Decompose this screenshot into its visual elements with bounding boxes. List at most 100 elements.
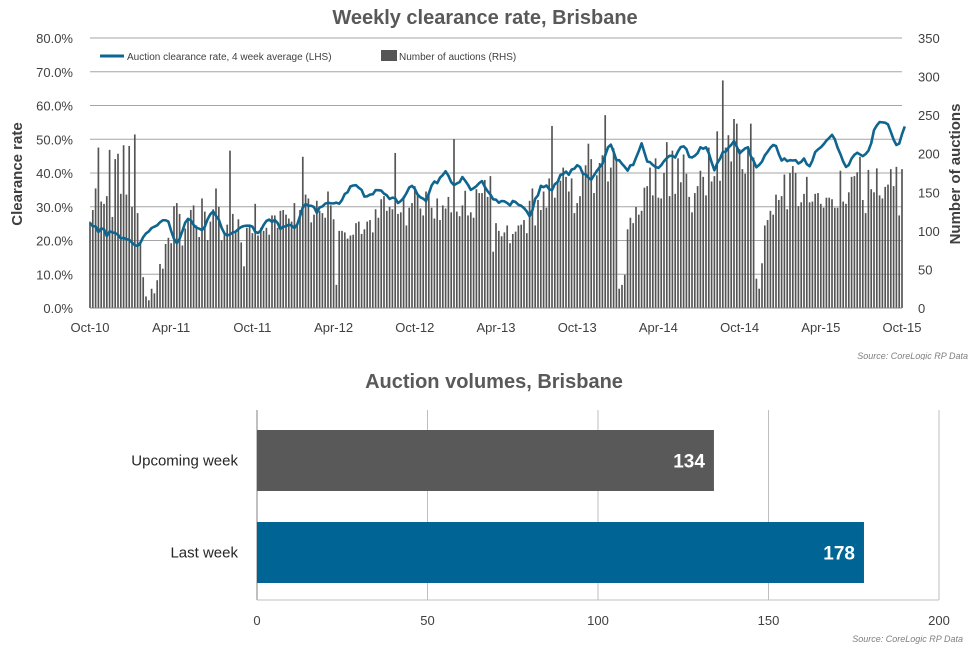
auction-bar [791, 166, 794, 308]
auction-bar [94, 188, 97, 308]
auction-bar [133, 134, 136, 308]
auction-bar [623, 274, 626, 308]
auction-bar [313, 214, 315, 308]
auction-bar [453, 139, 455, 308]
auction-bar [290, 221, 293, 308]
auction-bar [285, 214, 287, 308]
auction-bar [621, 284, 623, 308]
auction-bar [772, 214, 775, 308]
auction-bar [150, 288, 153, 308]
auction-bar [131, 206, 133, 308]
auction-bar [808, 202, 811, 308]
auction-bar [847, 192, 850, 308]
auction-bar [173, 206, 175, 308]
auction-bar [394, 152, 397, 308]
auction-bar [688, 196, 691, 308]
auction-bar [562, 167, 565, 308]
auction-bar [399, 212, 402, 308]
auction-bar [509, 243, 511, 308]
auction-bar [537, 200, 539, 308]
auction-count-bars [89, 80, 903, 309]
auction-bar [685, 173, 688, 308]
right-axis-tick-label: 100 [918, 224, 940, 239]
auction-bar [413, 186, 416, 308]
auction-bar [391, 209, 394, 308]
auction-bar [315, 200, 318, 308]
x-axis-tick-label: Apr-12 [314, 320, 353, 335]
auction-bar [710, 181, 713, 308]
auction-bar [539, 210, 542, 308]
auction-bar [91, 210, 94, 308]
auction-bar [145, 296, 147, 308]
chart1-right-axis-ticks: 0 50 100 150 200 250 300 350 [918, 31, 940, 316]
auction-bar [811, 201, 814, 308]
auction-bar [727, 135, 730, 308]
auction-bar [783, 174, 786, 308]
auction-bar [97, 147, 100, 308]
left-axis-tick-label: 70.0% [36, 65, 73, 80]
x-axis-tick-label: 0 [253, 613, 260, 628]
auction-bar [307, 198, 310, 308]
auction-bar [822, 207, 825, 308]
auction-bar [327, 191, 329, 308]
x-axis-tick-label: Oct-14 [720, 320, 759, 335]
auction-bar [371, 232, 374, 308]
auction-bar [679, 182, 682, 308]
auction-bar [607, 181, 609, 308]
auction-bar [733, 119, 735, 308]
auction-bar [682, 154, 685, 308]
auction-bar [755, 278, 758, 308]
auction-bar [833, 207, 836, 308]
auction-bar [346, 238, 349, 308]
chart2-x-axis-ticks: 0 50 100 150 200 [253, 613, 949, 628]
auction-bar [349, 235, 352, 308]
auction-bar [528, 200, 531, 308]
auction-bar [651, 195, 654, 308]
auction-bar [657, 197, 660, 308]
auction-bar [332, 219, 335, 308]
auction-bar [660, 198, 663, 308]
x-axis-tick-label: 100 [587, 613, 609, 628]
auction-bar [231, 213, 234, 308]
auction-bar [545, 207, 548, 308]
auction-bar [567, 191, 570, 308]
auction-bar [901, 169, 903, 308]
auction-bar [640, 210, 643, 308]
auction-bar [268, 234, 271, 308]
auction-bar [553, 197, 556, 308]
bar-value-label: 134 [673, 452, 705, 473]
auction-bar [119, 193, 122, 308]
left-axis-tick-label: 10.0% [36, 267, 73, 282]
auction-bar [668, 196, 671, 308]
x-axis-tick-label: Apr-15 [801, 320, 840, 335]
auction-bar [203, 211, 206, 308]
auction-bar [341, 230, 343, 308]
auction-bar [198, 237, 201, 308]
auction-bar [293, 203, 296, 308]
auction-bar [517, 225, 520, 308]
auction-bar [724, 147, 727, 308]
auction-bar [531, 188, 534, 308]
auction-bar [763, 225, 766, 308]
auction-bar [699, 170, 702, 308]
auction-bar [716, 131, 719, 308]
x-axis-tick-label: 150 [758, 613, 780, 628]
auction-bar [100, 201, 103, 308]
auction-bar [192, 205, 195, 308]
auction-bar [108, 149, 111, 308]
auction-bar [139, 242, 142, 308]
auction-bar [777, 200, 780, 308]
auction-bar [887, 184, 889, 308]
auction-bar [223, 233, 226, 308]
auction-bar [254, 203, 257, 308]
auction-bar [360, 233, 363, 308]
right-axis-tick-label: 0 [918, 301, 925, 316]
auction-bar [775, 194, 777, 308]
weekly-clearance-chart: Weekly clearance rate, Brisbane 0.0% 10.0… [9, 7, 968, 360]
left-axis-tick-label: 60.0% [36, 99, 73, 114]
auction-bar [495, 223, 497, 308]
auction-bar [786, 209, 789, 308]
chart1-gridlines [90, 37, 902, 275]
auction-bar [324, 217, 327, 308]
auction-bar [279, 210, 282, 308]
